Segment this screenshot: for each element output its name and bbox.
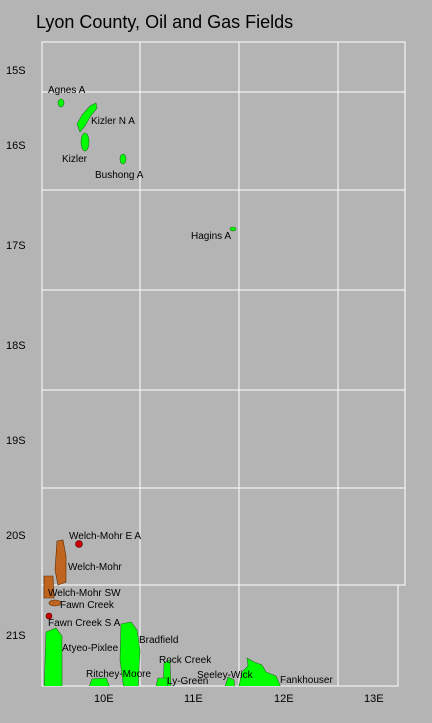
township-label: 16S bbox=[6, 140, 26, 152]
field-label: Bushong A bbox=[95, 170, 144, 181]
field-shape bbox=[54, 539, 67, 586]
field-shape bbox=[43, 627, 63, 686]
field-shape bbox=[43, 575, 55, 599]
county-outline bbox=[41, 41, 406, 687]
township-label: 20S bbox=[6, 530, 26, 542]
field-label: Welch-Mohr E A bbox=[69, 531, 141, 542]
township-label: 21S bbox=[6, 630, 26, 642]
field-label: Fawn Creek S A bbox=[48, 618, 121, 629]
map-title: Lyon County, Oil and Gas Fields bbox=[36, 12, 293, 32]
field-shape bbox=[80, 132, 90, 152]
field-shape bbox=[229, 226, 237, 232]
field-label: Kizler N A bbox=[91, 116, 135, 127]
field-shape bbox=[48, 599, 62, 607]
field-shape bbox=[87, 677, 112, 686]
field-shape bbox=[75, 540, 83, 548]
township-labels: 15S 16S 17S 18S 19S 20S 21S bbox=[6, 65, 26, 642]
fields bbox=[43, 98, 283, 686]
field-label: Hagins A bbox=[191, 231, 231, 242]
township-label: 15S bbox=[6, 65, 26, 77]
range-label: 12E bbox=[274, 693, 294, 705]
field-label: Welch-Mohr bbox=[68, 562, 122, 573]
field-labels: Agnes A Kizler N A Kizler Bushong A Hagi… bbox=[48, 85, 333, 687]
field-shape bbox=[154, 677, 169, 686]
field-shape bbox=[119, 621, 141, 686]
field-label: Rock Creek bbox=[159, 655, 212, 666]
township-label: 19S bbox=[6, 435, 26, 447]
township-label: 17S bbox=[6, 240, 26, 252]
field-label: Kizler bbox=[62, 154, 88, 165]
range-label: 10E bbox=[94, 693, 114, 705]
range-label: 11E bbox=[184, 693, 203, 705]
range-label: 13E bbox=[364, 693, 384, 705]
field-shape bbox=[237, 657, 283, 686]
field-label: Ritchey-Moore bbox=[86, 669, 151, 680]
field-shape bbox=[45, 612, 53, 620]
field-shape bbox=[57, 98, 65, 108]
field-shape bbox=[76, 102, 98, 133]
field-label: Seeley-Wick bbox=[197, 670, 254, 681]
field-shape bbox=[119, 153, 127, 165]
field-label: Bradfield bbox=[139, 635, 178, 646]
field-label: Ly-Green bbox=[167, 676, 208, 687]
field-label: Agnes A bbox=[48, 85, 86, 96]
field-label: Atyeo-Pixlee bbox=[62, 643, 119, 654]
field-label: Welch-Mohr SW bbox=[48, 588, 121, 599]
field-shape bbox=[223, 676, 236, 686]
township-label: 18S bbox=[6, 340, 26, 352]
field-label: Fankhouser bbox=[280, 675, 333, 686]
field-label: Fawn Creek bbox=[60, 600, 115, 611]
range-labels: 10E 11E 12E 13E bbox=[94, 693, 384, 705]
